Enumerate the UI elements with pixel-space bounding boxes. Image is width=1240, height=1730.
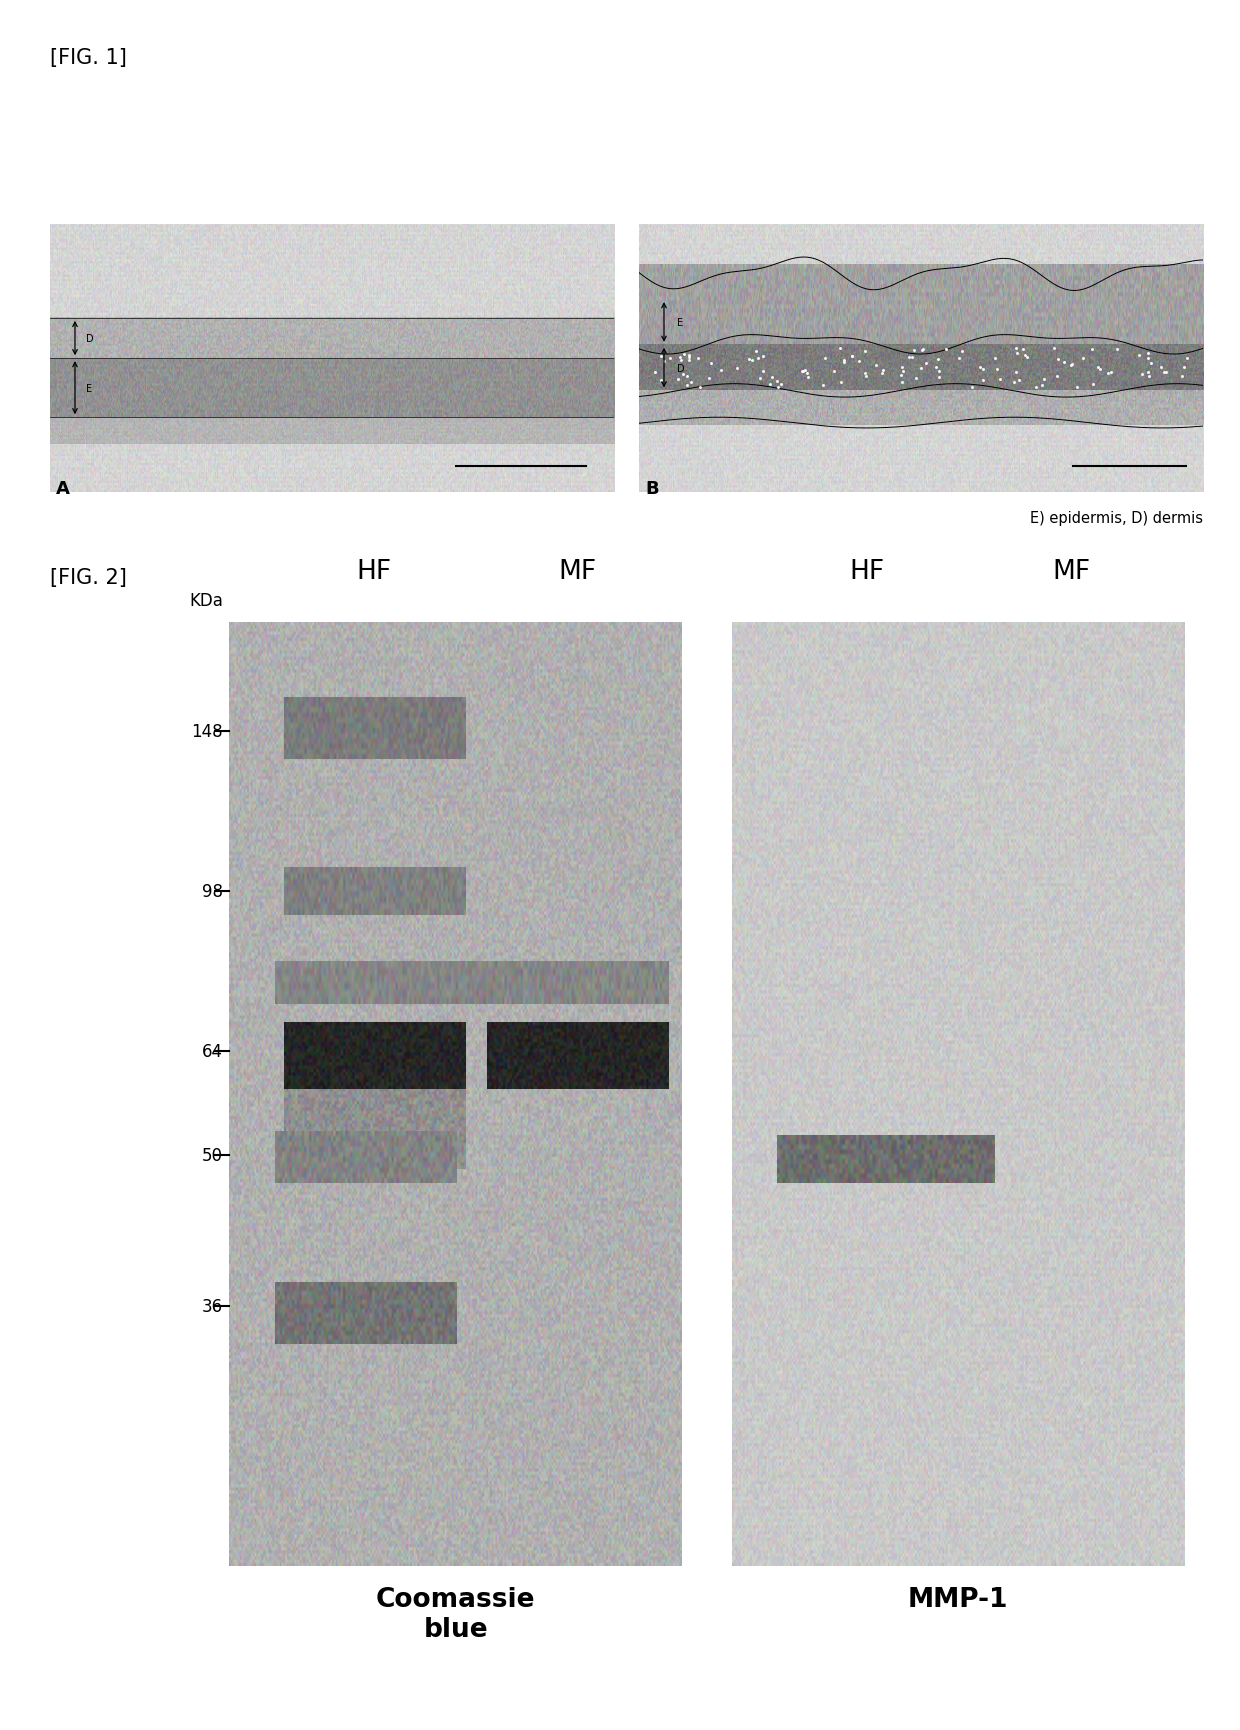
Text: MF: MF	[1052, 559, 1090, 585]
Text: A: A	[56, 479, 71, 498]
Text: 50: 50	[202, 1147, 223, 1164]
Text: 148: 148	[191, 721, 223, 740]
Text: B: B	[645, 479, 658, 498]
Text: E: E	[87, 384, 93, 393]
Text: HF: HF	[849, 559, 885, 585]
Text: [FIG. 2]: [FIG. 2]	[50, 567, 126, 588]
Text: HF: HF	[357, 559, 392, 585]
Text: 36: 36	[202, 1298, 223, 1315]
Text: Coomassie
blue: Coomassie blue	[376, 1586, 536, 1642]
Text: MMP-1: MMP-1	[908, 1586, 1008, 1612]
Text: MF: MF	[559, 559, 596, 585]
Text: D: D	[87, 334, 94, 344]
Text: 98: 98	[202, 882, 223, 901]
Text: E) epidermis, D) dermis: E) epidermis, D) dermis	[1029, 510, 1203, 526]
Text: D: D	[677, 363, 684, 374]
Text: E: E	[677, 318, 683, 327]
Text: KDa: KDa	[190, 592, 223, 609]
Text: [FIG. 1]: [FIG. 1]	[50, 48, 126, 69]
Text: 64: 64	[202, 1043, 223, 1060]
